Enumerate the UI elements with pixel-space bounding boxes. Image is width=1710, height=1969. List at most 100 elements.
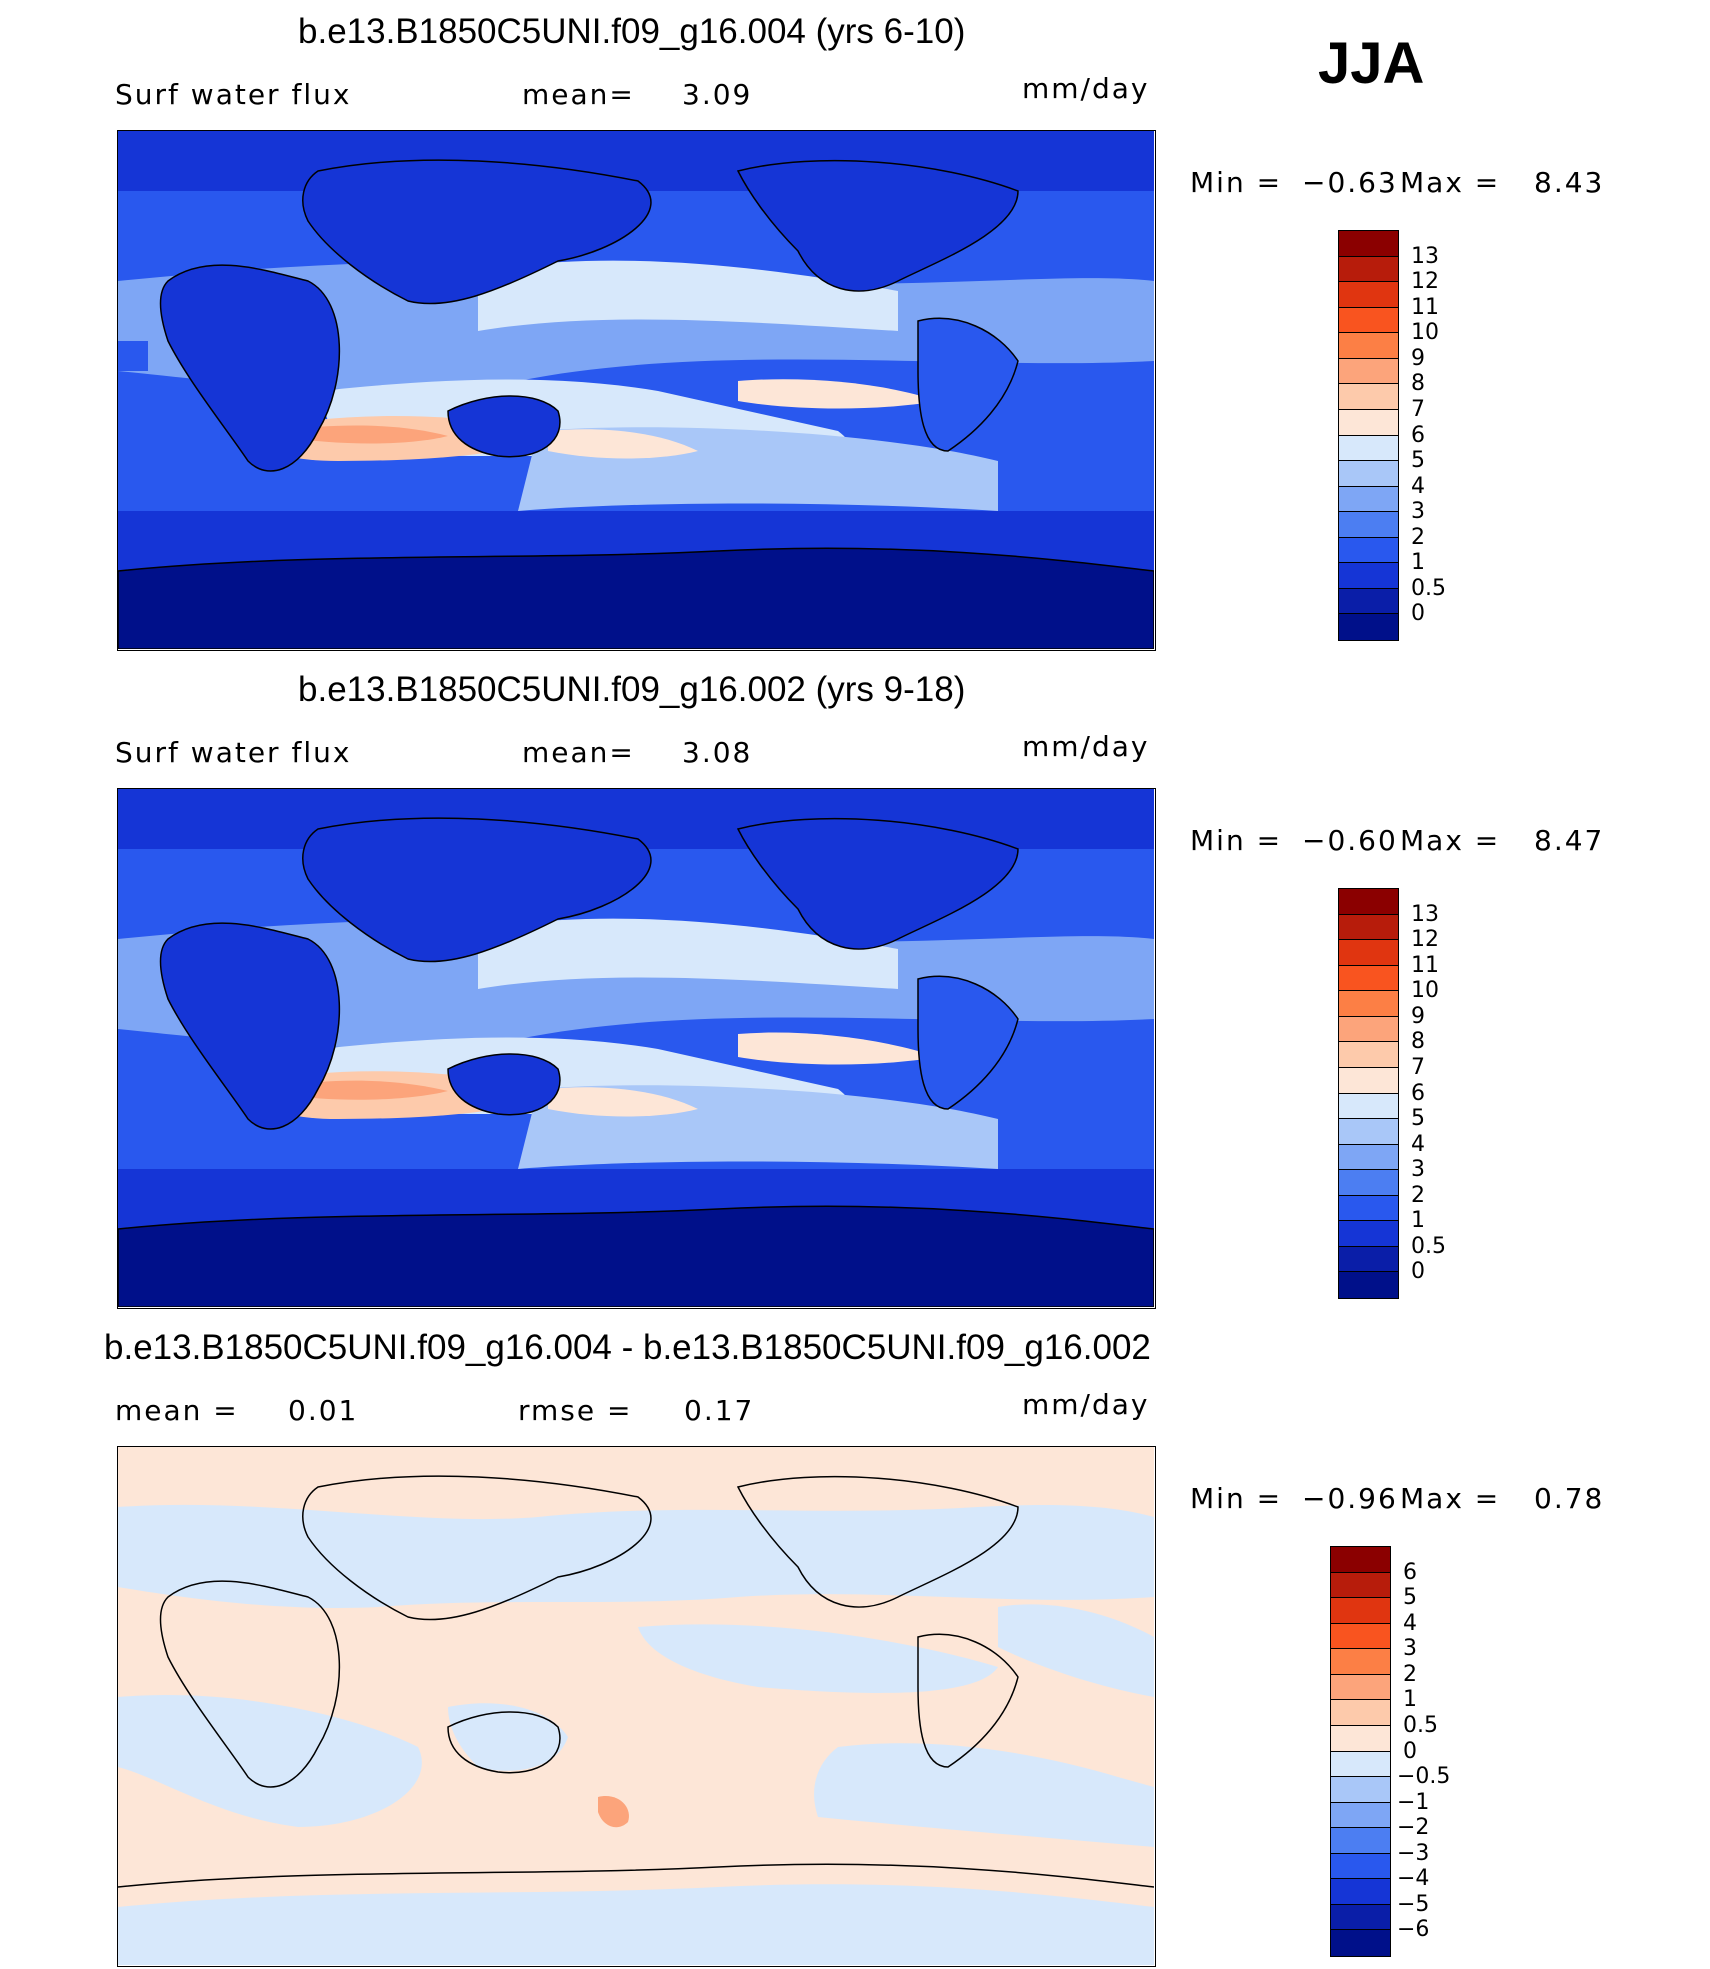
colorbar-segment [1331,1674,1390,1701]
colorbar-tick-label: 7 [1411,396,1425,422]
panel-2-units: mm/day [1022,730,1150,763]
colorbar-segment [1339,435,1398,462]
colorbar-segment [1339,563,1398,589]
colorbar-tick-label: 9 [1411,1003,1425,1029]
colorbar-tick-label: −3 [1397,1840,1430,1866]
colorbar-segment [1339,1016,1398,1043]
colorbar-tick-label: 7 [1411,1054,1425,1080]
colorbar-segment [1331,1700,1390,1726]
colorbar-tick-label: 2 [1411,524,1425,550]
colorbar-tick-label: 1 [1403,1687,1417,1713]
panel-3-units: mm/day [1022,1388,1150,1421]
colorbar-segment [1339,889,1398,915]
panel-1-mean-label: mean= [522,78,635,111]
colorbar-tick-label: 3 [1411,1157,1425,1183]
colorbar-segment [1339,1246,1398,1273]
colorbar-tick-label: 6 [1411,422,1425,448]
panel-1-variable: Surf water flux [115,78,352,111]
panel-3-max-value: 0.78 [1534,1482,1605,1515]
panel-1-units: mm/day [1022,72,1150,105]
colorbar-segment [1331,1904,1390,1931]
colorbar-segment [1339,333,1398,359]
panel-2-title: b.e13.B1850C5UNI.f09_g16.002 (yrs 9-18) [298,670,966,709]
colorbar-tick-label: 0.5 [1411,575,1446,601]
colorbar-segment [1331,1828,1390,1854]
colorbar-tick-label: 8 [1411,371,1425,397]
colorbar-tick-label: 2 [1411,1182,1425,1208]
colorbar-segment [1339,1067,1398,1094]
colorbar-tick-label: −1 [1397,1789,1430,1815]
colorbar-tick-label: 5 [1411,448,1425,474]
panel-3-map [117,1446,1156,1967]
panel-2-max-label: Max = [1400,824,1501,857]
colorbar-tick-label: −4 [1397,1866,1430,1892]
panel-2-map-field [118,789,1154,1307]
colorbar-segment [1339,614,1398,640]
panel-3-mean-label: mean = [115,1394,239,1427]
colorbar-segment [1339,537,1398,564]
colorbar-tick-label: 12 [1411,269,1439,295]
colorbar-tick-label: −2 [1397,1815,1430,1841]
colorbar-tick-label: −6 [1397,1917,1430,1943]
colorbar-segment [1331,1598,1390,1624]
colorbar-segment [1331,1649,1390,1675]
colorbar-segment [1331,1930,1390,1956]
colorbar-tick-label: 10 [1411,978,1439,1004]
colorbar-tick-label: 6 [1403,1559,1417,1585]
colorbar-segment [1339,965,1398,992]
colorbar-segment [1339,1170,1398,1196]
colorbar-segment [1339,940,1398,966]
colorbar-segment [1339,512,1398,538]
colorbar-tick-label: 11 [1411,952,1439,978]
colorbar-segment [1331,1547,1390,1573]
colorbar-segment [1339,282,1398,308]
panel-2-mean-value: 3.08 [682,736,753,769]
colorbar-segment [1339,1272,1398,1298]
colorbar-segment [1339,409,1398,436]
colorbar-tick-label: 13 [1411,901,1439,927]
panel-1-max-value: 8.43 [1534,166,1605,199]
season-label: JJA [1318,31,1425,96]
panel-3-mean-value: 0.01 [288,1394,359,1427]
colorbar-tick-label: 0 [1403,1738,1417,1764]
colorbar-segment [1331,1751,1390,1778]
colorbar-segment [1339,307,1398,334]
colorbar-tick-label: 10 [1411,320,1439,346]
panel-3-min-value: −0.96 [1302,1482,1398,1515]
colorbar-tick-label: 0.5 [1411,1233,1446,1259]
panel-1-max-label: Max = [1400,166,1501,199]
colorbar-segment [1331,1572,1390,1599]
colorbar-segment [1339,1093,1398,1120]
colorbar-segment [1339,588,1398,615]
panel-3-colorbar [1330,1546,1391,1957]
panel-2-min-value: −0.60 [1302,824,1398,857]
colorbar-tick-label: 2 [1403,1661,1417,1687]
panel-3-rmse-label: rmse = [518,1394,633,1427]
colorbar-tick-label: 13 [1411,243,1439,269]
colorbar-segment [1339,1119,1398,1145]
colorbar-tick-label: 8 [1411,1029,1425,1055]
panel-2-colorbar [1338,888,1399,1299]
colorbar-tick-label: 4 [1411,473,1425,499]
panel-3-max-label: Max = [1400,1482,1501,1515]
colorbar-tick-label: 5 [1411,1106,1425,1132]
colorbar-tick-label: 3 [1403,1636,1417,1662]
colorbar-tick-label: 9 [1411,345,1425,371]
panel-1-min-label: Min = [1190,166,1283,199]
colorbar-tick-label: 4 [1411,1131,1425,1157]
panel-3-map-field [118,1447,1154,1965]
colorbar-segment [1339,914,1398,941]
colorbar-tick-label: 4 [1403,1610,1417,1636]
panel-1-mean-value: 3.09 [682,78,753,111]
colorbar-tick-label: −5 [1397,1891,1430,1917]
colorbar-segment [1339,358,1398,385]
colorbar-tick-label: 11 [1411,294,1439,320]
colorbar-segment [1339,231,1398,257]
colorbar-tick-label: −0.5 [1397,1764,1451,1790]
panel-1-min-value: −0.63 [1302,166,1398,199]
panel-2-mean-label: mean= [522,736,635,769]
panel-1-map [117,130,1156,651]
colorbar-segment [1339,1195,1398,1222]
panel-1-map-field [118,131,1154,649]
colorbar-tick-label: 0.5 [1403,1712,1438,1738]
